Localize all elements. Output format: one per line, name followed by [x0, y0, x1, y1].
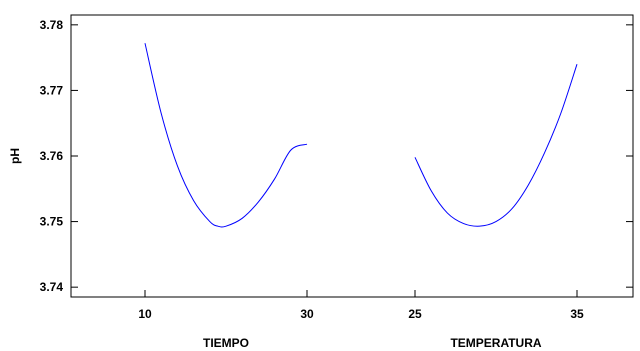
- x-axis-label-temperatura: TEMPERATURA: [450, 336, 541, 350]
- series-line-tiempo: [144, 43, 308, 228]
- y-axis-label: pH: [8, 148, 22, 164]
- y-tick-label: 3.74: [40, 280, 64, 294]
- x-tick-label: 30: [300, 307, 314, 321]
- series-line-temperatura: [414, 64, 578, 227]
- y-tick-label: 3.76: [40, 149, 64, 163]
- chart-marks: 3.74 3.75 3.76 3.77 3.78 10 30 25 35: [40, 18, 633, 321]
- plot-frame: [70, 14, 634, 298]
- x-tick-label: 25: [408, 307, 422, 321]
- y-tick-label: 3.75: [40, 215, 64, 229]
- y-tick-label: 3.78: [40, 18, 64, 32]
- y-tick-label: 3.77: [40, 83, 64, 97]
- x-tick-label: 10: [138, 307, 152, 321]
- x-tick-label: 35: [570, 307, 584, 321]
- x-axis-label-tiempo: TIEMPO: [203, 336, 249, 350]
